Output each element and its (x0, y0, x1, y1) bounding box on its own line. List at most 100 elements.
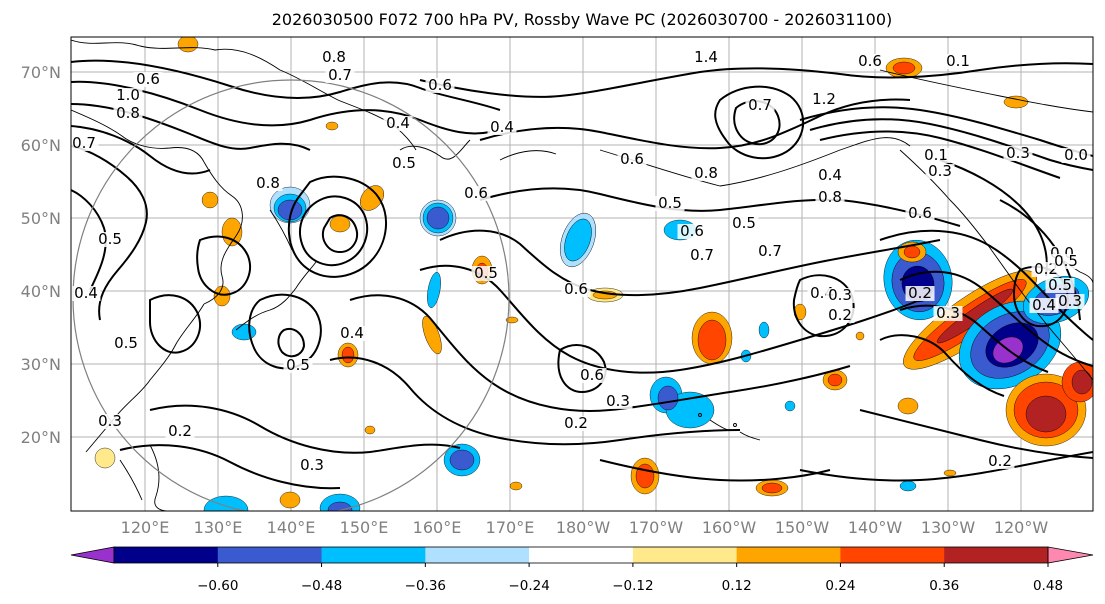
contour-label: 0.7 (690, 246, 714, 264)
contour-label-bg (815, 168, 845, 183)
longitude-label: 160°E (413, 518, 462, 537)
pc-anomaly-patch (427, 272, 441, 308)
contour-label: 0.5 (1054, 252, 1078, 270)
longitude-label: 140°E (267, 518, 316, 537)
contour-label: 0.5 (286, 356, 310, 374)
contour-label-bg (925, 164, 955, 179)
contour-label-bg (319, 50, 349, 65)
colorbar-segment (736, 547, 841, 563)
contour-label: 0.1 (924, 146, 948, 164)
longitude-label: 170°E (486, 518, 535, 537)
contour-label: 0.5 (392, 154, 416, 172)
pc-anomaly-patch (855, 331, 865, 341)
contour-label: 0.3 (936, 304, 960, 322)
contour-label-bg (577, 368, 607, 383)
contour-label: 0.3 (98, 412, 122, 430)
contour-label: 0.3 (1006, 144, 1030, 162)
longitude-label: 130°E (194, 518, 243, 537)
contour-label: 0.3 (300, 456, 324, 474)
contour-label: 0.6 (580, 366, 604, 384)
contour-label: 0.1 (946, 52, 970, 70)
colorbar-segment (114, 547, 219, 563)
contour-label: 0.7 (328, 66, 352, 84)
contour-label-bg (461, 186, 491, 201)
pc-anomaly-patch (203, 495, 249, 511)
pc-anomaly-patch (449, 449, 475, 471)
colorbar-tick-label: 0.12 (722, 578, 752, 594)
contour-label: 0.8 (818, 188, 842, 206)
latitude-label: 20°N (21, 428, 61, 447)
contour-label-bg (691, 50, 721, 65)
contour-label-bg (487, 120, 517, 135)
contour-label-bg (425, 78, 455, 93)
contour-label: 0.6 (136, 70, 160, 88)
contour-label: 0.8 (116, 104, 140, 122)
contour-label-bg (325, 68, 355, 83)
contour-label: 0.4 (74, 284, 98, 302)
contour-label-bg (133, 72, 163, 87)
colorbar-segment (840, 547, 945, 563)
contour-label-bg (943, 54, 973, 69)
longitude-label: 130°W (921, 518, 976, 537)
pc-anomaly-patch (903, 245, 921, 259)
contour-label: 0.8 (256, 174, 280, 192)
contour-label-bg (825, 288, 855, 303)
pc-anomaly-patch (426, 206, 450, 230)
contour-label-bg (809, 92, 839, 107)
contour-label-bg (691, 166, 721, 181)
contour-label: 0.6 (680, 222, 704, 240)
contour-label-bg (113, 106, 143, 121)
contour-label-bg (1055, 294, 1085, 309)
pc-anomaly-patch (279, 491, 301, 509)
colorbar-segment (529, 547, 634, 563)
contour-label: 0.2 (564, 414, 588, 432)
pc-anomaly-patch (1025, 395, 1067, 433)
colorbar-tick-label: 0.36 (929, 578, 959, 594)
longitude-label: 140°W (848, 518, 903, 537)
pc-anomaly-patch (657, 385, 679, 411)
contour-label: 1.4 (694, 48, 718, 66)
longitude-label: 170°W (629, 518, 684, 537)
contour-label-bg (95, 414, 125, 429)
colorbar: −0.60 −0.48 −0.36 −0.24 −0.12 0.12 0.24 0.36 0.4… (70, 546, 1094, 594)
contour-label-bg (933, 306, 963, 321)
pc-anomaly-patch (231, 323, 257, 341)
colorbar-frame (113, 546, 1049, 564)
contour-label: 0.4 (340, 324, 364, 342)
pc-anomaly-patch (1071, 369, 1093, 395)
contour-label-bg (677, 224, 707, 239)
colorbar-tick-label: −0.36 (405, 578, 446, 594)
pc-anomaly-patch (1003, 95, 1029, 109)
longitude-label: 180°W (556, 518, 611, 537)
contour-label-bg (111, 336, 141, 351)
contour-label-bg (561, 282, 591, 297)
pc-anomaly-patch (761, 482, 783, 494)
pc-anomaly-patch (341, 346, 355, 364)
contour-label-bg (389, 156, 419, 171)
contour-label-bg (921, 148, 951, 163)
contour-label-bg (905, 286, 935, 301)
latitude-labels: 70°N 60°N 50°N 40°N 30°N 20°N (21, 63, 61, 447)
contour-label-bg (383, 116, 413, 131)
contour-label-bg (283, 358, 313, 373)
colorbar-tick-label: −0.12 (612, 578, 653, 594)
pc-anomaly-patch (784, 400, 796, 412)
pc-anomaly-patch (213, 285, 231, 307)
colorbar-segment (321, 547, 426, 563)
contour-label-bg (617, 152, 647, 167)
longitude-label: 150°E (340, 518, 389, 537)
pc-anomaly-patch (325, 121, 339, 131)
colorbar-segment (944, 547, 1049, 563)
pc-anomaly-patch (329, 215, 351, 233)
longitude-label: 150°W (775, 518, 830, 537)
contour-label: 0.4 (1032, 296, 1056, 314)
contour-label: 0.6 (464, 184, 488, 202)
longitude-labels: 120°E 130°E 140°E 150°E 160°E 170°E 180°W 170°W… (121, 518, 1049, 537)
latitude-label: 70°N (21, 63, 61, 82)
map-frame (70, 36, 1094, 512)
contour-label: 0.5 (114, 334, 138, 352)
latitude-label: 60°N (21, 136, 61, 155)
contour-label: 0.2 (828, 306, 852, 324)
contour-label-bg (825, 308, 855, 323)
pc-anomaly-patch (221, 217, 243, 247)
